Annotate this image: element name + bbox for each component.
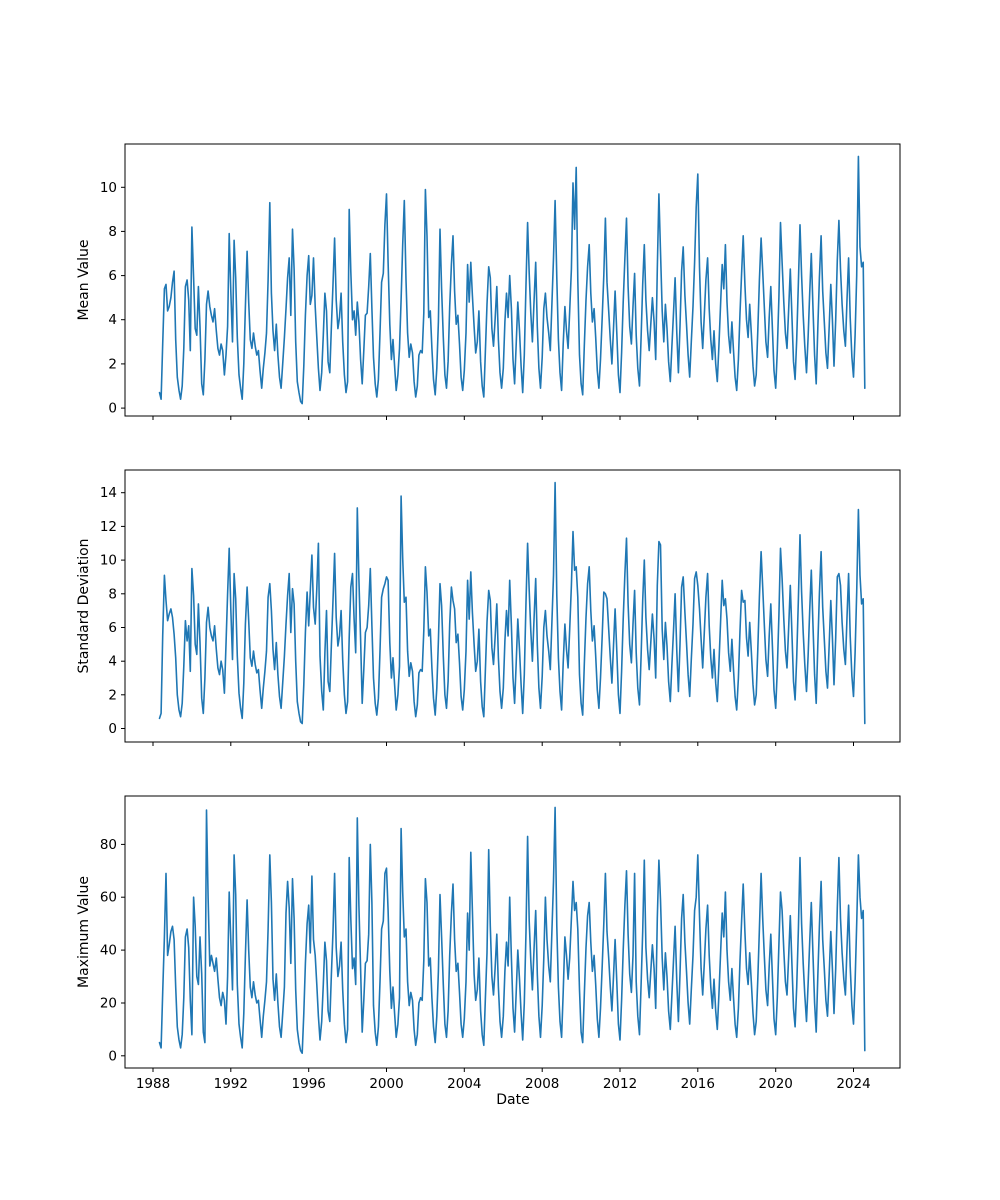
y-tick-label: 60: [100, 890, 117, 906]
line-series: [158, 806, 866, 1054]
x-tick-label: 1996: [292, 1076, 326, 1092]
y-tick-label: 10: [100, 553, 117, 569]
y-tick-label: 14: [100, 485, 117, 501]
axes-frame: [124, 795, 901, 1069]
subplot-0: 0 2 4 6 8 10: [100, 143, 901, 420]
ylabel-standard-deviation: Standard Deviation: [76, 538, 92, 674]
y-tick-label: 2: [108, 356, 117, 372]
y-tick-label: 6: [108, 620, 117, 636]
ylabel-maximum-value: Maximum Value: [76, 876, 92, 988]
y-tick-label: 10: [100, 180, 117, 196]
axes-frame: [124, 143, 901, 417]
y-tick-label: 4: [108, 654, 117, 670]
line-series: [158, 481, 866, 725]
ylabel-mean-value: Mean Value: [76, 239, 92, 321]
y-tick-label: 4: [108, 312, 117, 328]
x-tick-label: 2016: [681, 1076, 715, 1092]
x-tick-label: 1992: [214, 1076, 248, 1092]
subplot-1: 0 2 4 6 8 10 12 14: [100, 469, 901, 746]
y-tick-label: 2: [108, 687, 117, 703]
line-series: [158, 155, 866, 405]
y-tick-label: 12: [100, 519, 117, 535]
x-tick-label: 2000: [369, 1076, 403, 1092]
x-tick-label: 2012: [603, 1076, 637, 1092]
y-tick-label: 8: [108, 586, 117, 602]
y-tick-label: 8: [108, 224, 117, 240]
y-tick-label: 0: [108, 1048, 117, 1064]
subplot-2: 1988 1992 1996 2000 2004 2008 2012 2016 2020 2024…: [100, 795, 901, 1092]
axes-frame: [124, 469, 901, 743]
y-tick-label: 0: [108, 721, 117, 737]
y-tick-label: 80: [100, 837, 117, 853]
y-tick-label: 0: [108, 401, 117, 417]
y-tick-label: 40: [100, 943, 117, 959]
x-tick-label: 2024: [836, 1076, 870, 1092]
x-tick-label: 1988: [136, 1076, 170, 1092]
y-tick-label: 6: [108, 268, 117, 284]
x-tick-label: 2020: [759, 1076, 793, 1092]
x-tick-label: 2004: [447, 1076, 481, 1092]
xlabel-date: Date: [496, 1092, 530, 1108]
y-tick-label: 20: [100, 996, 117, 1012]
x-tick-label: 2008: [525, 1076, 559, 1092]
